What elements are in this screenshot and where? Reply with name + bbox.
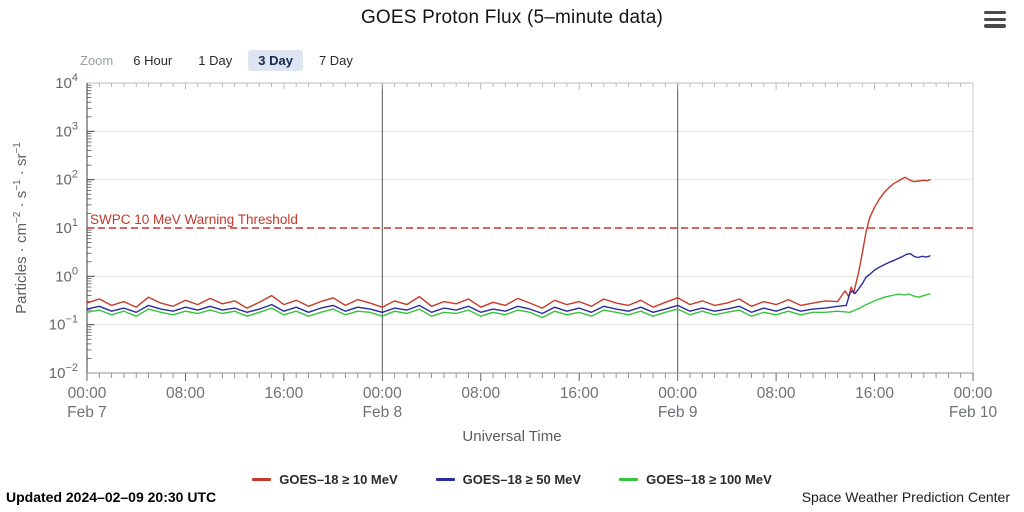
threshold-label: SWPC 10 MeV Warning Threshold	[90, 212, 298, 227]
series-line-2[interactable]	[86, 293, 931, 319]
x-tick-time: 08:00	[166, 385, 205, 402]
y-tick-label: 10−2	[49, 362, 78, 382]
legend-item-100mev[interactable]: GOES–18 ≥ 100 MeV	[619, 472, 772, 487]
zoom-controls: Zoom 6 Hour 1 Day 3 Day 7 Day	[80, 50, 369, 71]
zoom-button-3day[interactable]: 3 Day	[248, 50, 303, 71]
y-tick-label: 102	[55, 169, 78, 189]
y-axis-title-part: Particles · cm	[13, 223, 30, 314]
series-line-1[interactable]	[86, 252, 931, 315]
y-axis-title-part: · sr	[13, 153, 30, 180]
x-tick-time: 00:00	[658, 385, 697, 402]
y-tick-label: 100	[55, 265, 78, 285]
x-tick-date: Feb 10	[949, 404, 998, 421]
x-tick-time: 00:00	[954, 385, 993, 402]
axis-ticks	[86, 82, 974, 381]
updated-timestamp: Updated 2024–02–09 20:30 UTC	[6, 489, 217, 505]
y-axis-title-part: −1	[12, 179, 23, 191]
x-tick-time: 08:00	[461, 385, 500, 402]
menu-bar	[984, 11, 1006, 15]
y-axis-title-part: −1	[12, 142, 23, 154]
legend-swatch-blue	[435, 478, 455, 481]
y-tick-label: 104	[55, 72, 78, 92]
x-tick-date: Feb 8	[363, 404, 403, 421]
y-tick-label: 103	[55, 120, 78, 140]
zoom-button-1day[interactable]: 1 Day	[198, 53, 233, 68]
x-tick-time: 16:00	[264, 385, 303, 402]
x-tick-time: 16:00	[560, 385, 599, 402]
menu-bar	[984, 24, 1006, 28]
y-tick-label: 10−1	[49, 314, 78, 334]
source-credit: Space Weather Prediction Center	[801, 489, 1010, 505]
legend-swatch-red	[252, 478, 272, 481]
x-tick-time: 08:00	[757, 385, 796, 402]
legend-label: GOES–18 ≥ 10 MeV	[279, 472, 398, 487]
y-axis-title: Particles · cm−2 · s−1 · sr−1	[12, 98, 32, 358]
zoom-label: Zoom	[80, 53, 114, 68]
x-axis-title: Universal Time	[462, 428, 562, 445]
y-axis-title-part: · s	[13, 190, 30, 212]
y-axis-title-part: −2	[12, 211, 23, 224]
legend-swatch-green	[619, 478, 639, 481]
legend-label: GOES–18 ≥ 50 MeV	[462, 472, 582, 487]
zoom-button-7day[interactable]: 7 Day	[318, 53, 353, 68]
x-tick-date: Feb 7	[67, 404, 107, 421]
legend-label: GOES–18 ≥ 100 MeV	[646, 472, 772, 487]
x-tick-time: 16:00	[855, 385, 894, 402]
legend: GOES–18 ≥ 10 MeV GOES–18 ≥ 50 MeV GOES–1…	[0, 472, 1024, 487]
day-gridlines	[381, 83, 679, 373]
legend-item-10mev[interactable]: GOES–18 ≥ 10 MeV	[252, 472, 398, 487]
menu-icon[interactable]	[984, 11, 1006, 28]
page-title: GOES Proton Flux (5–minute data)	[360, 7, 664, 28]
menu-bar	[984, 17, 1006, 21]
x-tick-time: 00:00	[68, 385, 107, 402]
y-tick-labels: 104 103 102 101 100 10−1 10−2	[49, 72, 78, 382]
legend-item-50mev[interactable]: GOES–18 ≥ 50 MeV	[435, 472, 582, 487]
zoom-button-6hour[interactable]: 6 Hour	[133, 53, 173, 68]
x-tick-time: 00:00	[363, 385, 402, 402]
y-tick-label: 101	[55, 217, 78, 237]
series-line-0[interactable]	[86, 176, 931, 309]
x-tick-labels: 00:00 Feb 7 08:00 16:00 00:00 Feb 8 08:00 16:00…	[67, 385, 997, 421]
x-tick-date: Feb 9	[658, 404, 698, 421]
